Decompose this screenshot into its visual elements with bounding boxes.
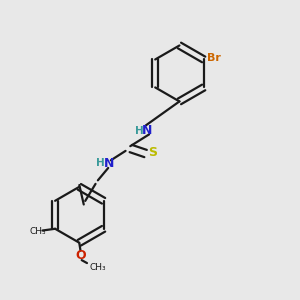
Text: O: O (75, 249, 86, 262)
Text: N: N (142, 124, 152, 137)
Text: S: S (148, 146, 157, 159)
Text: Br: Br (207, 53, 221, 63)
Text: N: N (103, 157, 114, 170)
Text: H: H (135, 126, 143, 136)
Text: CH₃: CH₃ (30, 226, 46, 236)
Text: H: H (97, 158, 105, 168)
Text: CH₃: CH₃ (89, 263, 106, 272)
